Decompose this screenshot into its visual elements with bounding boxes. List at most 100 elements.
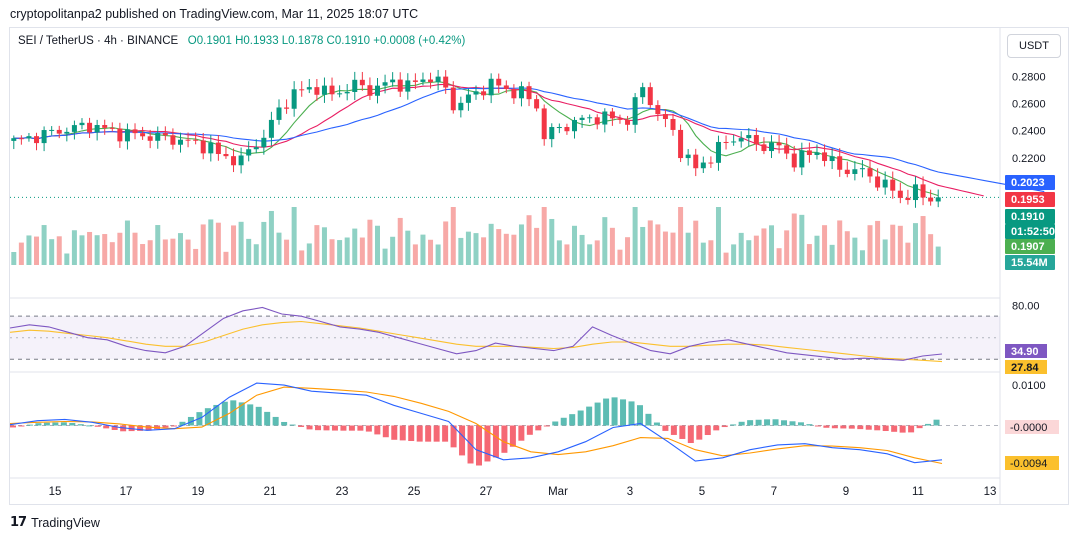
volume-bar [41, 225, 47, 265]
volume-bar [193, 248, 199, 265]
macd-histogram-bar [10, 425, 16, 428]
volume-bar [837, 220, 843, 265]
candle-body [79, 122, 85, 126]
currency-button[interactable]: USDT [1007, 34, 1061, 58]
macd-histogram-bar [874, 425, 881, 431]
macd-histogram-bar [586, 406, 593, 426]
macd-histogram-bar [797, 422, 804, 426]
volume-bar [647, 220, 653, 265]
volume-bar [731, 244, 737, 265]
rsi-line [9, 306, 943, 361]
macd-histogram-bar [755, 419, 762, 426]
volume-bar [253, 244, 259, 265]
grid-lines [10, 28, 1001, 504]
volume-bar [155, 225, 161, 265]
macd-histogram-bar [747, 420, 754, 426]
macd-histogram-bar [187, 416, 194, 426]
volume-bar [420, 234, 426, 265]
candle-body [882, 179, 888, 188]
volume-bar [299, 250, 305, 265]
macd-histogram-bar [94, 425, 101, 427]
volume-bar [625, 237, 631, 265]
candle-body [140, 133, 146, 137]
volume-bar [215, 222, 221, 265]
volume-bar [177, 233, 183, 265]
candle-body [935, 197, 941, 202]
candle-body [678, 129, 684, 159]
candle-body [18, 138, 24, 140]
candle-body [291, 89, 297, 109]
macd-histogram-bar [645, 413, 652, 426]
macd-histogram-bar [450, 425, 457, 448]
candle-body [685, 154, 691, 159]
volume-bar [64, 253, 70, 265]
candle-body [541, 108, 547, 140]
macd-histogram-bar [442, 425, 449, 442]
volume-bar [715, 207, 721, 265]
candle-body [64, 131, 70, 134]
candle-body [670, 119, 676, 130]
macd-histogram-bar [77, 424, 84, 426]
volume-bar [291, 207, 297, 265]
candle-body [299, 89, 305, 91]
volume-bar [670, 232, 676, 265]
candle-body [655, 105, 661, 115]
volume-bar [367, 219, 373, 265]
candle-body [753, 135, 759, 145]
macd-histogram-bar [738, 421, 745, 426]
volume-bar [708, 240, 714, 265]
volume-bar [912, 223, 918, 265]
macd-histogram-bar [484, 425, 491, 462]
macd-histogram-bar [577, 410, 584, 426]
volume-bar [920, 216, 926, 265]
candle-body [435, 76, 441, 83]
chart-frame[interactable] [9, 27, 1069, 505]
volume-bar [314, 225, 320, 265]
volume-bars [11, 207, 941, 265]
candle-body [912, 184, 918, 201]
macd-histogram-bar [569, 414, 576, 426]
macd-histogram-bar [518, 425, 525, 441]
volume-bar [465, 231, 471, 265]
candle-body [511, 88, 517, 99]
macd-panel [9, 382, 1000, 466]
macd-histogram-bar [382, 425, 389, 438]
macd-histogram-bar [713, 425, 720, 431]
volume-bar [511, 234, 517, 265]
price-label-tag [1005, 175, 1055, 190]
volume-bar [503, 233, 509, 265]
macd-histogram-bar [908, 425, 915, 433]
candle-body [905, 197, 911, 201]
macd-histogram-bar [18, 425, 25, 427]
macd-histogram-bar [348, 425, 355, 431]
macd-histogram-bar [696, 425, 703, 440]
volume-bar [928, 234, 934, 265]
candle-body [352, 79, 358, 92]
volume-bar [488, 223, 494, 265]
volume-bar [882, 239, 888, 265]
macd-histogram-bar [772, 419, 779, 426]
volume-bar [541, 207, 547, 265]
volume-bar [587, 244, 593, 265]
candle-body [799, 150, 805, 168]
volume-bar [534, 227, 540, 265]
candle-body [94, 125, 100, 133]
candle-body [306, 87, 312, 90]
candle-body [450, 87, 456, 111]
macd-histogram-bar [247, 404, 254, 426]
candle-body [609, 111, 615, 119]
price-label-text: 0.1907 [1011, 241, 1045, 253]
macd-histogram-bar [86, 425, 93, 427]
volume-bar [579, 234, 585, 265]
volume-bar [844, 231, 850, 265]
macd-histogram-bar [687, 425, 694, 444]
macd-histogram-bar [433, 425, 440, 442]
candle-body [822, 152, 828, 162]
candle-body [170, 135, 176, 145]
candles [11, 69, 941, 208]
macd-histogram-bar [721, 425, 728, 428]
price-label-text: 01:52:50 [1011, 226, 1055, 238]
macd-histogram-bar [281, 421, 288, 426]
macd-histogram-bar [221, 401, 228, 426]
